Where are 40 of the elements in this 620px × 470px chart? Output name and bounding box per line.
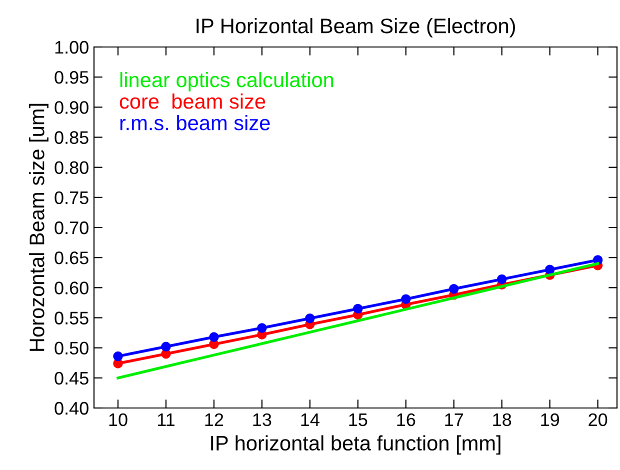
y-tick-label: 0.55 [54,312,88,324]
point [113,351,123,362]
point [496,274,507,284]
x-tick-label: 18 [493,413,512,426]
y-tick-label: 1.00 [55,40,88,54]
point [353,304,363,314]
x-tick-label: 15 [349,414,368,426]
point [209,332,219,342]
text: r.m.s. beam size [120,115,270,130]
point [544,264,555,274]
point [161,342,171,352]
y-tick-label: 0.80 [54,161,88,174]
x-tick-label: 20 [588,413,608,426]
y-tick-label: 0.50 [54,342,88,355]
point [305,313,315,324]
x-tick-label: 10 [109,413,128,426]
y-tick-label: 0.90 [54,101,88,114]
x-tick-label: 14 [301,414,320,426]
x-tick-label: 17 [445,414,463,426]
y-tick-label: 0.60 [54,282,88,294]
point [449,284,459,294]
point [401,294,411,304]
x-axis-title: IP horizontal beta function [mm] [211,435,500,455]
y-tick-label: 0.85 [54,131,88,144]
y-tick-label: 0.95 [54,71,88,84]
y-tick-label: 0.45 [54,372,88,385]
chart-title: IP Horizontal Beam Size (Electron) [196,18,515,38]
x-tick-label: 11 [158,414,174,426]
text: core beam size [120,94,266,109]
x-tick-label: 19 [541,413,560,426]
x-tick-label: 12 [205,413,224,426]
point [257,323,267,333]
x-tick-label: 16 [397,413,416,426]
y-tick-label: 0.40 [54,402,88,415]
y-axis-title: Horozontal Beam size [um] [29,104,48,351]
y-tick-label: 0.65 [54,252,88,264]
text: linear optics calculation [120,72,334,92]
y-tick-label: 0.75 [54,191,88,204]
y-tick-label: 0.70 [54,221,88,234]
x-tick-label: 13 [253,413,272,426]
